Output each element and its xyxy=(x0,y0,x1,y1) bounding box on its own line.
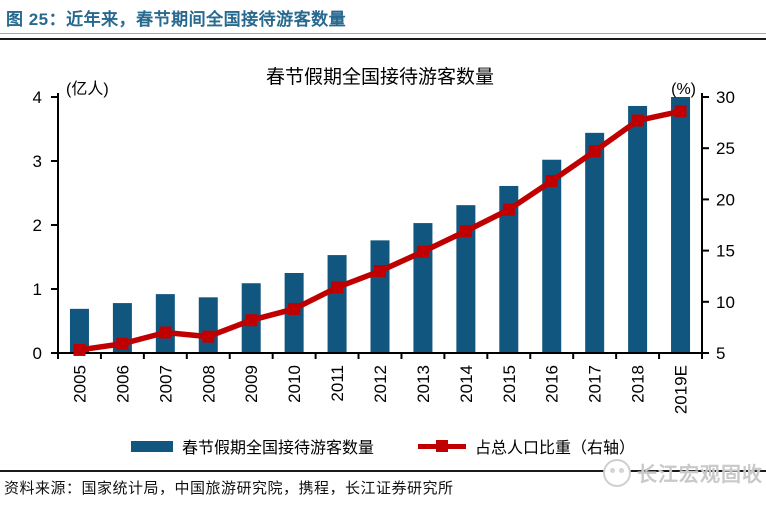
x-axis-label-2011: 2011 xyxy=(328,365,347,402)
bar-2016 xyxy=(542,159,562,353)
bar-2015 xyxy=(499,185,519,353)
line-marker-2005 xyxy=(73,343,86,356)
line-swatch-marker xyxy=(436,440,448,452)
right-axis-tick-label: 25 xyxy=(716,139,735,158)
bar-2018 xyxy=(628,105,648,354)
line-marker-2014 xyxy=(459,225,472,238)
x-axis-label-2014: 2014 xyxy=(457,365,476,403)
bar-2014 xyxy=(456,205,476,353)
line-marker-2018 xyxy=(631,114,644,127)
line-marker-2008 xyxy=(202,330,215,343)
x-axis-label-2015: 2015 xyxy=(500,365,519,403)
figure-caption: 图 25：近年来，春节期间全国接待游客数量 xyxy=(6,10,347,29)
bar-2017 xyxy=(585,132,605,353)
line-marker-2006 xyxy=(116,337,129,350)
line-series-label: 占总人口比重（右轴） xyxy=(475,440,636,457)
x-axis-label-2008: 2008 xyxy=(199,365,218,403)
line-marker-2009 xyxy=(245,314,258,327)
bar-series-swatch xyxy=(130,440,173,452)
legend-item-bar: 春节假期全国接待游客数量 xyxy=(130,434,374,458)
footer-divider xyxy=(0,470,766,472)
bar-2011 xyxy=(327,255,347,353)
line-marker-2019E xyxy=(674,105,687,118)
bar-2013 xyxy=(413,223,433,353)
x-axis-label-2019E: 2019E xyxy=(672,365,691,414)
line-marker-2013 xyxy=(416,245,429,258)
bar-2012 xyxy=(370,240,390,353)
bar-2005 xyxy=(69,308,89,353)
line-marker-2015 xyxy=(502,203,515,216)
watermark: 长江宏观固收 xyxy=(603,458,763,487)
right-axis-tick-label: 10 xyxy=(716,293,735,312)
chart-title: 春节假期全国接待游客数量 xyxy=(265,67,494,88)
line-marker-2016 xyxy=(545,174,558,187)
left-axis-tick-label: 0 xyxy=(33,344,42,363)
left-axis-tick-label: 3 xyxy=(33,152,42,171)
right-axis-tick-label: 15 xyxy=(716,242,735,261)
left-axis-tick-label: 1 xyxy=(33,280,42,299)
x-axis-label-2013: 2013 xyxy=(414,365,433,403)
x-axis-label-2017: 2017 xyxy=(586,365,605,403)
line-marker-2007 xyxy=(159,326,172,339)
line-marker-2017 xyxy=(588,145,601,158)
logo-dot-icon xyxy=(619,467,624,473)
line-marker-2012 xyxy=(374,265,386,278)
x-axis-label-2018: 2018 xyxy=(629,365,648,403)
header-divider xyxy=(0,33,766,40)
right-axis-tick-label: 5 xyxy=(716,344,725,363)
source-note: 资料来源：国家统计局，中国旅游研究院，携程，长江证券研究所 xyxy=(4,480,454,497)
line-series-swatch xyxy=(418,439,466,453)
x-axis-label-2010: 2010 xyxy=(285,365,304,403)
chart-legend: 春节假期全国接待游客数量 占总人口比重（右轴） xyxy=(0,434,766,458)
right-axis-unit-label: (%) xyxy=(671,81,696,98)
right-axis-tick-label: 30 xyxy=(716,88,735,107)
bar-2019E xyxy=(671,97,691,353)
left-axis-unit-label: (亿人) xyxy=(66,80,109,98)
legend-item-line: 占总人口比重（右轴） xyxy=(418,434,635,458)
changjiang-logo-icon xyxy=(603,458,631,487)
x-axis-label-2005: 2005 xyxy=(70,365,89,403)
x-axis-label-2012: 2012 xyxy=(371,365,390,403)
line-marker-2010 xyxy=(288,302,301,315)
x-axis-label-2009: 2009 xyxy=(242,365,261,403)
bar-series-label: 春节假期全国接待游客数量 xyxy=(181,440,374,457)
logo-dot-icon xyxy=(610,467,615,473)
x-axis-label-2006: 2006 xyxy=(113,365,132,403)
chart-plot: 0 1 2 3 4 5 10 15 20 25 30 2005 2006 2007 2008 2009 2010… xyxy=(33,80,735,414)
bar-2008 xyxy=(198,297,218,353)
x-axis-label-2007: 2007 xyxy=(156,365,175,403)
right-axis-tick-label: 20 xyxy=(716,190,735,209)
left-axis-tick-label: 4 xyxy=(33,88,42,107)
left-axis-tick-label: 2 xyxy=(33,216,42,235)
line-marker-2011 xyxy=(331,281,344,294)
x-axis-label-2016: 2016 xyxy=(543,365,562,403)
bar-2007 xyxy=(155,294,175,353)
watermark-text: 长江宏观固收 xyxy=(637,464,763,486)
